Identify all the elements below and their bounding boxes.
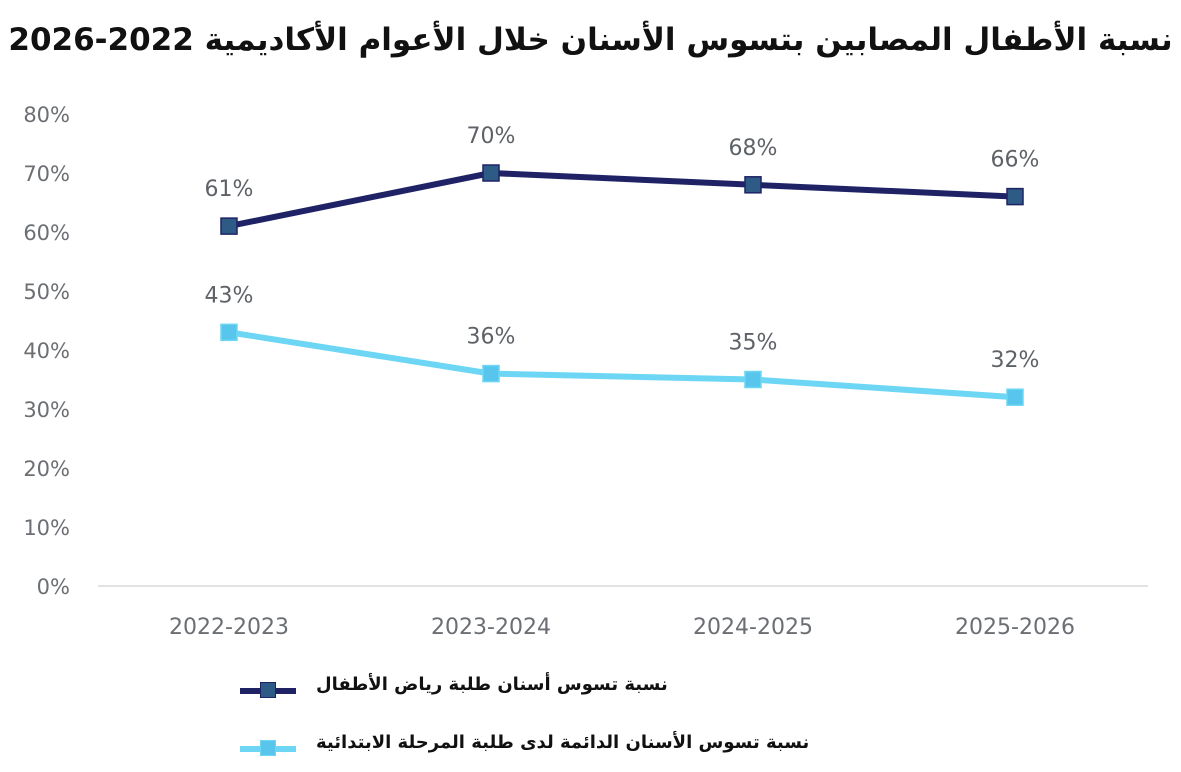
legend-item-kindergarten: نسبة تسوس أسنان طلبة رياض الأطفال	[240, 670, 840, 710]
data-label: 43%	[205, 283, 254, 308]
y-tick-label: 80%	[23, 103, 70, 127]
x-tick-label: 2025-2026	[955, 615, 1075, 640]
data-label: 68%	[729, 136, 778, 161]
data-label: 66%	[991, 148, 1040, 173]
series-line-1	[226, 329, 1018, 401]
data-labels: 61% 70% 68% 66% 43% 36% 35% 32%	[205, 124, 1040, 373]
y-tick-label: 0%	[37, 575, 70, 599]
data-point	[744, 370, 762, 389]
legend-label: نسبة تسوس أسنان طلبة رياض الأطفال	[316, 674, 668, 695]
y-tick-label: 70%	[23, 162, 70, 186]
data-point	[1006, 388, 1024, 406]
legend-marker	[260, 682, 276, 698]
y-tick-label: 20%	[23, 457, 70, 481]
y-tick-label: 40%	[23, 339, 70, 363]
y-axis-ticks: 0% 10% 20% 30% 40% 50% 60% 70% 80%	[23, 103, 70, 599]
data-point	[220, 323, 238, 342]
x-tick-label: 2022-2023	[169, 615, 289, 640]
y-tick-label: 50%	[23, 280, 70, 304]
data-point	[744, 176, 762, 194]
y-tick-label: 10%	[23, 516, 70, 540]
data-point	[482, 364, 500, 383]
y-tick-label: 60%	[23, 221, 70, 245]
legend-item-primary: نسبة تسوس الأسنان الدائمة لدى طلبة المرح…	[240, 728, 840, 768]
x-tick-label: 2024-2025	[693, 615, 813, 640]
data-label: 35%	[729, 331, 778, 356]
legend-marker	[260, 740, 276, 756]
data-point	[482, 164, 500, 182]
series-layer	[220, 164, 1024, 406]
data-point	[1006, 187, 1024, 206]
series-line-0	[226, 170, 1018, 230]
data-label: 36%	[467, 325, 516, 350]
data-label: 61%	[205, 177, 254, 202]
data-label: 32%	[991, 348, 1040, 373]
x-tick-label: 2023-2024	[431, 615, 551, 640]
data-label: 70%	[467, 124, 516, 149]
legend-label: نسبة تسوس الأسنان الدائمة لدى طلبة المرح…	[316, 732, 810, 753]
x-axis-ticks: 2022-2023 2023-2024 2024-2025 2025-2026	[169, 615, 1075, 640]
chart-title: نسبة الأطفال المصابين بتسوس الأسنان خلال…	[8, 22, 1173, 58]
data-point	[220, 217, 238, 235]
y-tick-label: 30%	[23, 398, 70, 422]
